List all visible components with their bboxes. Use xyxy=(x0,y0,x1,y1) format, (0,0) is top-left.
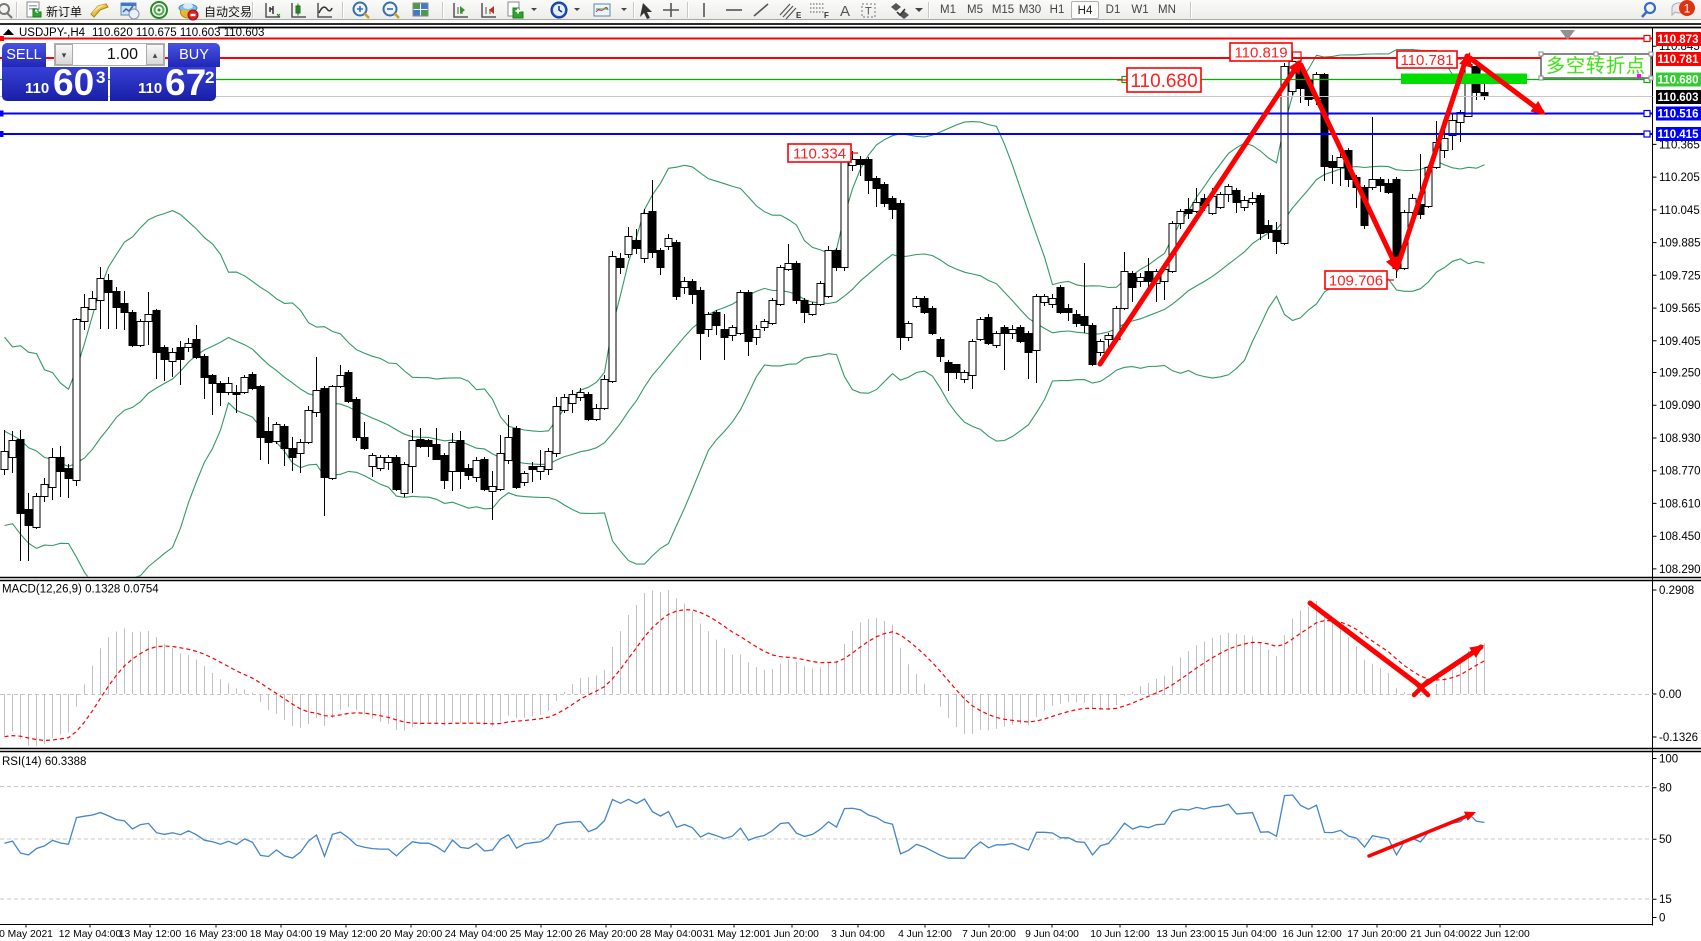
svg-text:50: 50 xyxy=(1659,834,1672,846)
svg-text:109.250: 109.250 xyxy=(1659,368,1701,380)
svg-text:108.770: 108.770 xyxy=(1659,466,1701,478)
svg-text:110.516: 110.516 xyxy=(1658,109,1699,121)
svg-text:3 Jun 04:00: 3 Jun 04:00 xyxy=(831,929,885,940)
svg-text:25 May 12:00: 25 May 12:00 xyxy=(510,929,573,940)
svg-text:110.819: 110.819 xyxy=(1234,44,1287,61)
svg-text:20 May 20:00: 20 May 20:00 xyxy=(380,929,443,940)
svg-text:15 Jun 04:00: 15 Jun 04:00 xyxy=(1217,929,1277,940)
svg-text:F: F xyxy=(824,11,829,20)
svg-text:多空转折点: 多空转折点 xyxy=(1546,55,1646,77)
svg-text:108.930: 108.930 xyxy=(1659,433,1701,445)
svg-text:7 Jun 20:00: 7 Jun 20:00 xyxy=(962,929,1016,940)
svg-text:110.620 110.675 110.603 110.60: 110.620 110.675 110.603 110.603 xyxy=(92,27,264,39)
svg-text:109.405: 109.405 xyxy=(1659,336,1701,348)
svg-text:24 May 04:00: 24 May 04:00 xyxy=(445,929,508,940)
svg-text:110.365: 110.365 xyxy=(1659,139,1700,151)
svg-text:110.873: 110.873 xyxy=(1658,34,1699,46)
svg-text:12 May 04:00: 12 May 04:00 xyxy=(59,929,122,940)
svg-text:A: A xyxy=(840,3,850,20)
svg-text:108.610: 108.610 xyxy=(1659,498,1701,510)
svg-text:16 Jun 12:00: 16 Jun 12:00 xyxy=(1282,929,1342,940)
svg-text:13 May 12:00: 13 May 12:00 xyxy=(119,929,182,940)
svg-text:110.045: 110.045 xyxy=(1659,205,1700,217)
svg-text:22 Jun 12:00: 22 Jun 12:00 xyxy=(1470,929,1530,940)
svg-text:109.090: 109.090 xyxy=(1659,400,1701,412)
svg-text:0 May 2021: 0 May 2021 xyxy=(0,929,53,940)
svg-text:1: 1 xyxy=(1684,2,1691,16)
svg-text:10 Jun 12:00: 10 Jun 12:00 xyxy=(1090,929,1150,940)
svg-text:13 Jun 23:00: 13 Jun 23:00 xyxy=(1156,929,1216,940)
svg-text:RSI(14) 60.3388: RSI(14) 60.3388 xyxy=(2,756,86,768)
svg-text:110.603: 110.603 xyxy=(1658,92,1699,104)
svg-text:28 May 04:00: 28 May 04:00 xyxy=(640,929,703,940)
svg-text:-0.1326: -0.1326 xyxy=(1659,732,1698,744)
svg-text:4 Jun 12:00: 4 Jun 12:00 xyxy=(898,929,952,940)
svg-text:T: T xyxy=(865,6,872,18)
svg-text:15: 15 xyxy=(1659,894,1672,906)
svg-text:18 May 04:00: 18 May 04:00 xyxy=(250,929,313,940)
svg-text:110.334: 110.334 xyxy=(793,145,846,162)
svg-text:MACD(12,26,9) 0.1328 0.0754: MACD(12,26,9) 0.1328 0.0754 xyxy=(2,584,159,596)
svg-text:80: 80 xyxy=(1659,783,1672,795)
svg-text:31 May 12:00: 31 May 12:00 xyxy=(703,929,766,940)
svg-text:21 Jun 04:00: 21 Jun 04:00 xyxy=(1410,929,1470,940)
svg-text:108.290: 108.290 xyxy=(1659,564,1701,576)
svg-text:110.781: 110.781 xyxy=(1658,54,1700,66)
svg-text:110.680: 110.680 xyxy=(1658,75,1699,87)
svg-text:110.680: 110.680 xyxy=(1130,71,1197,92)
svg-text:USDJPY-,H4: USDJPY-,H4 xyxy=(19,27,86,39)
svg-text:109.725: 109.725 xyxy=(1659,270,1701,282)
svg-text:110.781: 110.781 xyxy=(1400,52,1453,69)
svg-text:108.450: 108.450 xyxy=(1659,531,1701,543)
svg-text:109.565: 109.565 xyxy=(1659,303,1701,315)
svg-text:0: 0 xyxy=(1659,913,1665,925)
svg-text:17 Jun 20:00: 17 Jun 20:00 xyxy=(1347,929,1407,940)
svg-text:E: E xyxy=(796,11,802,20)
svg-text:110.415: 110.415 xyxy=(1658,129,1700,141)
svg-text:100: 100 xyxy=(1659,754,1678,766)
svg-text:16 May 23:00: 16 May 23:00 xyxy=(185,929,248,940)
svg-text:9 Jun 04:00: 9 Jun 04:00 xyxy=(1025,929,1079,940)
svg-text:0.2908: 0.2908 xyxy=(1659,585,1694,597)
svg-text:109.885: 109.885 xyxy=(1659,238,1701,250)
svg-text:0.00: 0.00 xyxy=(1659,689,1681,701)
svg-text:109.706: 109.706 xyxy=(1329,272,1383,289)
svg-text:1 Jun 20:00: 1 Jun 20:00 xyxy=(765,929,819,940)
svg-text:110.205: 110.205 xyxy=(1659,172,1700,184)
svg-text:26 May 20:00: 26 May 20:00 xyxy=(575,929,638,940)
svg-text:19 May 12:00: 19 May 12:00 xyxy=(315,929,378,940)
